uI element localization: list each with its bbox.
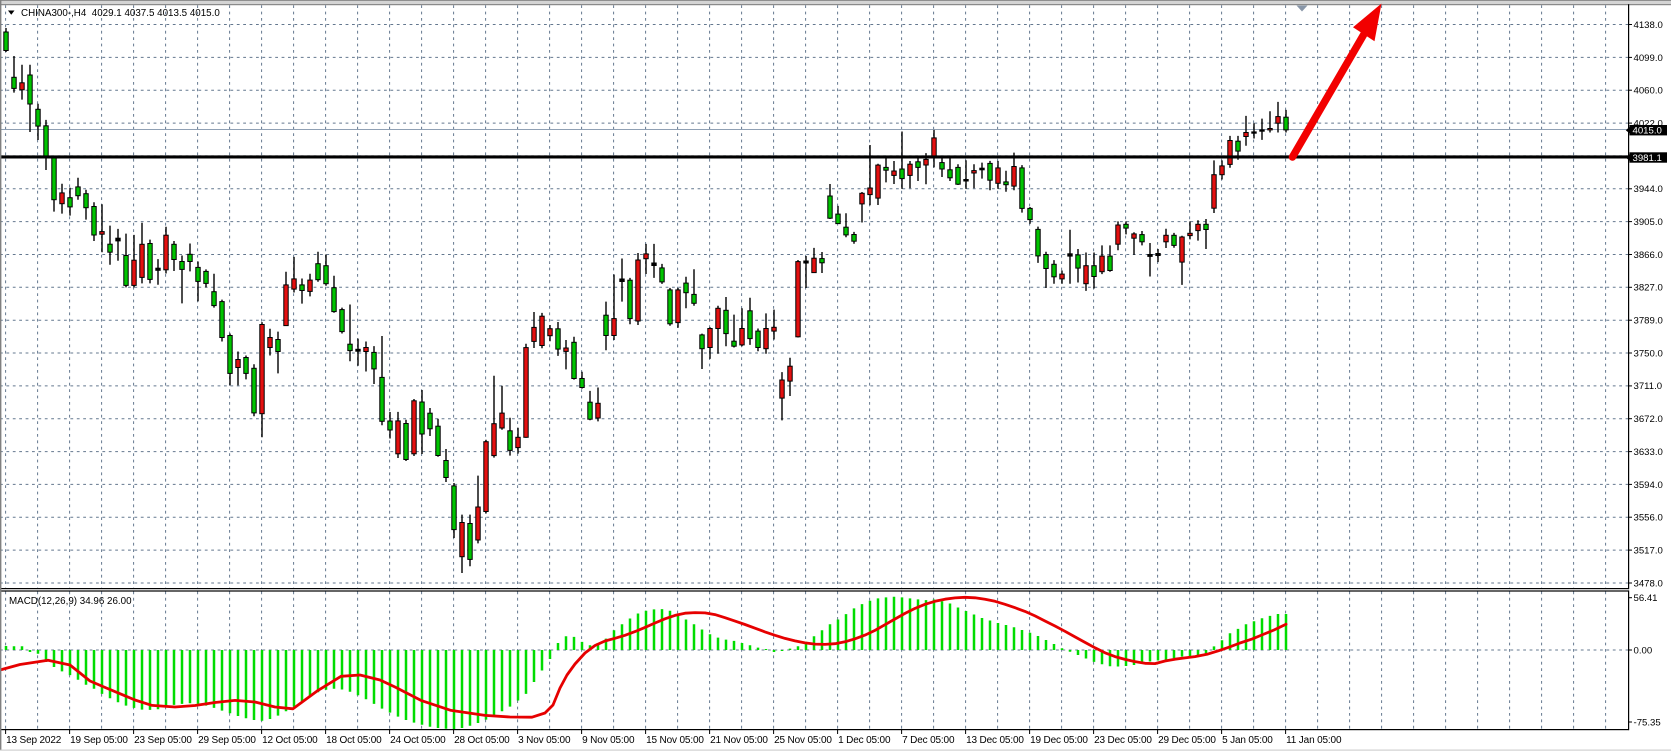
svg-text:4138.0: 4138.0 <box>1634 20 1663 31</box>
svg-text:28 Oct 05:00: 28 Oct 05:00 <box>454 735 510 746</box>
svg-text:29 Dec 05:00: 29 Dec 05:00 <box>1158 735 1216 746</box>
svg-text:4022.0: 4022.0 <box>1634 119 1663 130</box>
svg-text:3594.0: 3594.0 <box>1634 480 1663 491</box>
svg-text:3556.0: 3556.0 <box>1634 513 1663 524</box>
svg-text:0.00: 0.00 <box>1634 645 1653 656</box>
svg-text:3905.0: 3905.0 <box>1634 217 1663 228</box>
svg-text:56.41: 56.41 <box>1634 593 1658 604</box>
svg-text:CHINA300-,H4 4029.1 4037.5 40: CHINA300-,H4 4029.1 4037.5 4013.5 4015.0 <box>21 8 220 19</box>
svg-text:13 Sep 2022: 13 Sep 2022 <box>6 735 62 746</box>
svg-text:3866.0: 3866.0 <box>1634 250 1663 261</box>
svg-text:15 Nov 05:00: 15 Nov 05:00 <box>646 735 704 746</box>
svg-text:3711.0: 3711.0 <box>1634 381 1663 392</box>
svg-text:23 Dec 05:00: 23 Dec 05:00 <box>1094 735 1152 746</box>
svg-text:11 Jan 05:00: 11 Jan 05:00 <box>1286 735 1342 746</box>
svg-text:3478.0: 3478.0 <box>1634 578 1663 589</box>
svg-text:3 Nov 05:00: 3 Nov 05:00 <box>518 735 571 746</box>
svg-text:25 Nov 05:00: 25 Nov 05:00 <box>774 735 832 746</box>
svg-text:18 Oct 05:00: 18 Oct 05:00 <box>326 735 382 746</box>
svg-text:19 Dec 05:00: 19 Dec 05:00 <box>1030 735 1088 746</box>
svg-text:5 Jan 05:00: 5 Jan 05:00 <box>1222 735 1273 746</box>
svg-text:29 Sep 05:00: 29 Sep 05:00 <box>198 735 256 746</box>
svg-text:13 Dec 05:00: 13 Dec 05:00 <box>966 735 1024 746</box>
svg-text:3944.0: 3944.0 <box>1634 184 1663 195</box>
svg-text:3750.0: 3750.0 <box>1634 348 1663 359</box>
svg-text:3672.0: 3672.0 <box>1634 414 1663 425</box>
svg-text:3981.1: 3981.1 <box>1633 153 1662 164</box>
svg-text:7 Dec 05:00: 7 Dec 05:00 <box>902 735 955 746</box>
svg-text:4015.0: 4015.0 <box>1633 126 1662 137</box>
svg-text:24 Oct 05:00: 24 Oct 05:00 <box>390 735 446 746</box>
svg-text:12 Oct 05:00: 12 Oct 05:00 <box>262 735 318 746</box>
svg-text:9 Nov 05:00: 9 Nov 05:00 <box>582 735 635 746</box>
svg-text:4099.0: 4099.0 <box>1634 53 1663 64</box>
svg-text:3517.0: 3517.0 <box>1634 546 1663 557</box>
svg-text:23 Sep 05:00: 23 Sep 05:00 <box>134 735 192 746</box>
svg-text:MACD(12,26,9) 34.96 26.00: MACD(12,26,9) 34.96 26.00 <box>9 596 132 607</box>
svg-text:-75.35: -75.35 <box>1634 717 1661 728</box>
svg-text:21 Nov 05:00: 21 Nov 05:00 <box>710 735 768 746</box>
svg-text:4060.0: 4060.0 <box>1634 86 1663 97</box>
svg-text:19 Sep 05:00: 19 Sep 05:00 <box>70 735 128 746</box>
svg-text:3789.0: 3789.0 <box>1634 316 1663 327</box>
svg-text:3633.0: 3633.0 <box>1634 447 1663 458</box>
svg-text:1 Dec 05:00: 1 Dec 05:00 <box>838 735 891 746</box>
svg-text:3827.0: 3827.0 <box>1634 283 1663 294</box>
